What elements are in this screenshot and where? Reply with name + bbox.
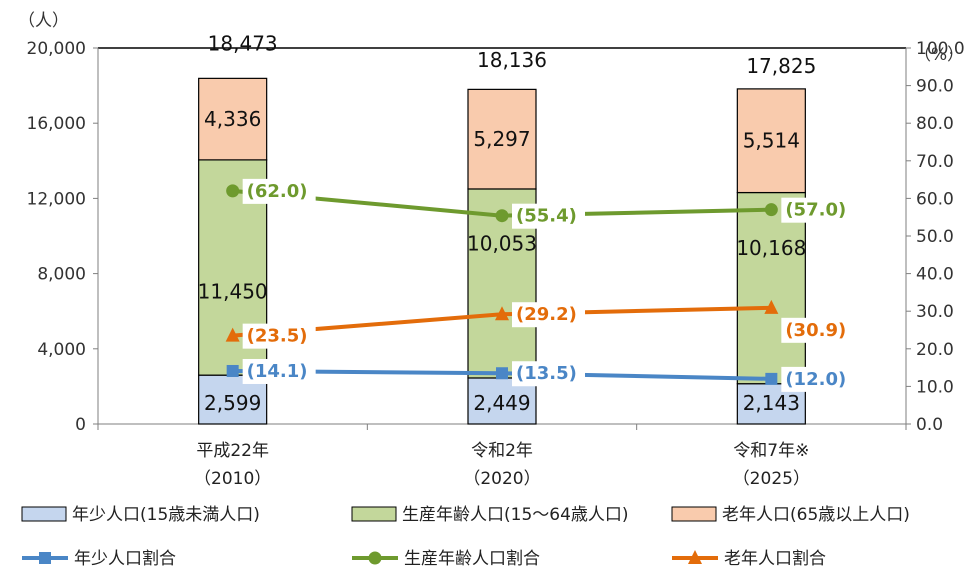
bar-value-label: 2,449 (473, 391, 530, 415)
line-point (226, 184, 240, 198)
line-label-bg (242, 358, 316, 384)
bar-segment (736, 191, 806, 385)
left-tick-label: 8,000 (37, 265, 86, 285)
bar-total-label: 17,825 (746, 54, 816, 78)
bar-value-label: 4,336 (204, 107, 261, 131)
left-axis-ticks: 0 4,000 8,000 12,000 16,000 20,000 (27, 39, 98, 435)
right-tick-label: 80.0 (916, 114, 954, 134)
line-label-bg (781, 366, 855, 392)
legend-label: 年少人口割合 (74, 549, 176, 569)
bar-value-label: 5,297 (473, 127, 530, 151)
legend-label: 老年人口割合 (724, 549, 826, 569)
line-value-label: (55.4) (516, 206, 577, 227)
line-label-bg (781, 197, 855, 223)
right-axis-ticks: 0.0 10.0 20.0 30.0 40.0 50.0 60.0 70.0 80.0 90.0 1… (906, 39, 965, 435)
line-point (495, 209, 509, 223)
bar-value-label: 11,450 (198, 280, 268, 304)
category-year-label: （2020） (463, 469, 540, 489)
category-labels: 平成22年 （2010） 令和2年 （2020） 令和7年※ （2025） (194, 441, 810, 489)
legend-label: 生産年齢人口(15～64歳人口) (402, 505, 629, 525)
bar-total-label: 18,473 (208, 32, 278, 56)
line-point (764, 203, 778, 217)
bar-total-label: 18,136 (477, 48, 547, 72)
category-label: 令和7年※ (733, 441, 809, 461)
right-tick-label: 70.0 (916, 152, 954, 172)
left-tick-label: 4,000 (37, 340, 86, 360)
category-label: 令和2年 (471, 441, 533, 461)
legend-label: 老年人口(65歳以上人口) (722, 505, 910, 525)
line-label-bg (242, 178, 316, 204)
category-year-label: （2010） (194, 469, 271, 489)
right-tick-label: 20.0 (916, 340, 954, 360)
bar-segment (736, 88, 806, 194)
line-point (225, 327, 240, 342)
line-value-label: (23.5) (247, 326, 308, 347)
line-value-label: (14.1) (247, 361, 308, 382)
line-point (764, 299, 779, 314)
line-value-label: (30.9) (785, 320, 846, 341)
left-tick-label: 12,000 (27, 189, 86, 209)
category-label: 平成22年 (196, 441, 269, 461)
ratio-lines: (14.1) (13.5) (12.0) (62.0) (55.4) (57.0) (23.… (225, 178, 855, 392)
line-point (226, 364, 239, 377)
line-value-label: (62.0) (247, 181, 308, 202)
line-label-bg (242, 323, 316, 349)
line-label-bg (781, 317, 855, 343)
legend-swatch (671, 506, 717, 522)
legend-label: 生産年齢人口割合 (404, 549, 540, 569)
bar-segment (467, 88, 537, 190)
legend-marker (368, 551, 382, 565)
bar-value-label: 2,599 (204, 391, 261, 415)
line-value-label: (29.2) (516, 304, 577, 325)
legend: 年少人口(15歳未満人口) 生産年齢人口(15～64歳人口) 老年人口(65歳以上人… (21, 505, 910, 569)
line-point (765, 372, 778, 385)
legend-marker (688, 550, 702, 564)
right-axis-unit: （%） (914, 45, 964, 65)
left-tick-label: 16,000 (27, 114, 86, 134)
bar-value-label: 10,053 (467, 231, 537, 255)
category-year-label: （2025） (733, 469, 810, 489)
bar-value-label: 2,143 (743, 391, 800, 415)
legend-label: 年少人口(15歳未満人口) (72, 505, 260, 525)
right-tick-label: 30.0 (916, 302, 954, 322)
right-tick-label: 90.0 (916, 77, 954, 97)
right-tick-label: 50.0 (916, 227, 954, 247)
bar-value-label: 5,514 (743, 129, 800, 153)
left-tick-label: 20,000 (27, 39, 86, 59)
left-tick-label: 0 (75, 415, 86, 435)
line-value-label: (13.5) (516, 363, 577, 384)
line-label-bg (512, 361, 585, 387)
line-point (496, 367, 508, 380)
line-value-label: (57.0) (785, 200, 846, 221)
right-tick-label: 10.0 (916, 377, 954, 397)
left-axis-unit: （人） (18, 11, 69, 31)
bar-value-label: 10,168 (736, 236, 806, 260)
line-value-label: (12.0) (785, 369, 846, 390)
line-label-bg (512, 203, 585, 229)
right-tick-label: 40.0 (916, 265, 954, 285)
right-tick-label: 60.0 (916, 189, 954, 209)
line-point (495, 306, 509, 321)
legend-swatch (351, 506, 397, 522)
legend-swatch (21, 506, 67, 522)
bar-segment (198, 77, 268, 161)
line-label-bg (512, 302, 585, 328)
right-tick-label: 100.0 (916, 39, 965, 59)
right-tick-label: 0.0 (916, 415, 943, 435)
legend-marker (39, 552, 51, 564)
